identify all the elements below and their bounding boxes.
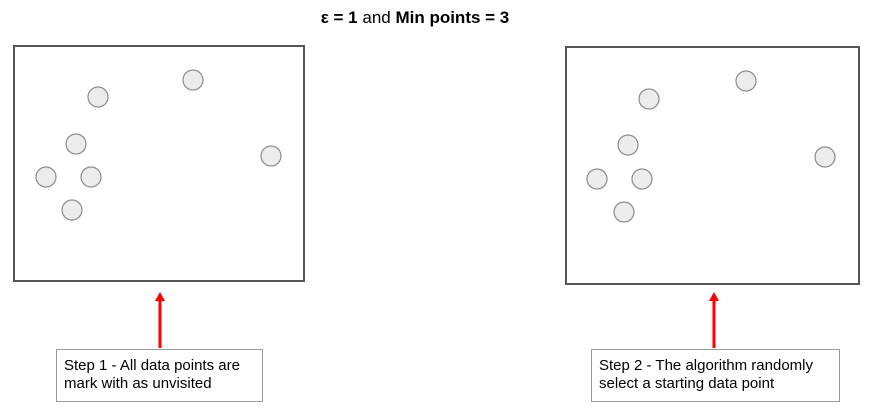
step-1-caption: Step 1 - All data points are mark with a…: [56, 349, 263, 402]
data-point: [80, 166, 102, 188]
data-point: [638, 88, 660, 110]
data-point: [35, 166, 57, 188]
step-2-points: [586, 70, 836, 223]
data-point: [586, 168, 608, 190]
step-1-points: [35, 69, 282, 221]
step-1-panel: [13, 45, 305, 282]
data-point: [735, 70, 757, 92]
step-2-arrow: [709, 292, 719, 348]
diagram-title: ε = 1 and Min points = 3: [0, 8, 830, 28]
data-point: [61, 199, 83, 221]
step-1-caption-line-1: Step 1 - All data points are: [64, 357, 240, 374]
step-2-panel: [565, 46, 860, 285]
data-point: [87, 86, 109, 108]
data-point: [631, 168, 653, 190]
step-1-arrow: [155, 292, 165, 348]
step-2-caption: Step 2 - The algorithm randomly select a…: [591, 349, 840, 402]
data-point: [617, 134, 639, 156]
data-point: [260, 145, 282, 167]
data-point: [814, 146, 836, 168]
data-point: [182, 69, 204, 91]
selected-data-point: [613, 201, 635, 223]
min-points-label: Min points = 3: [395, 8, 510, 27]
step-2-caption-line-1: Step 2 - The algorithm randomly: [599, 357, 813, 374]
and-label: and: [357, 8, 396, 27]
data-point: [65, 133, 87, 155]
step-2-caption-line-2: select a starting data point: [599, 375, 775, 392]
epsilon-label: ε = 1: [320, 8, 358, 27]
step-1-caption-line-2: mark with as unvisited: [64, 375, 212, 392]
